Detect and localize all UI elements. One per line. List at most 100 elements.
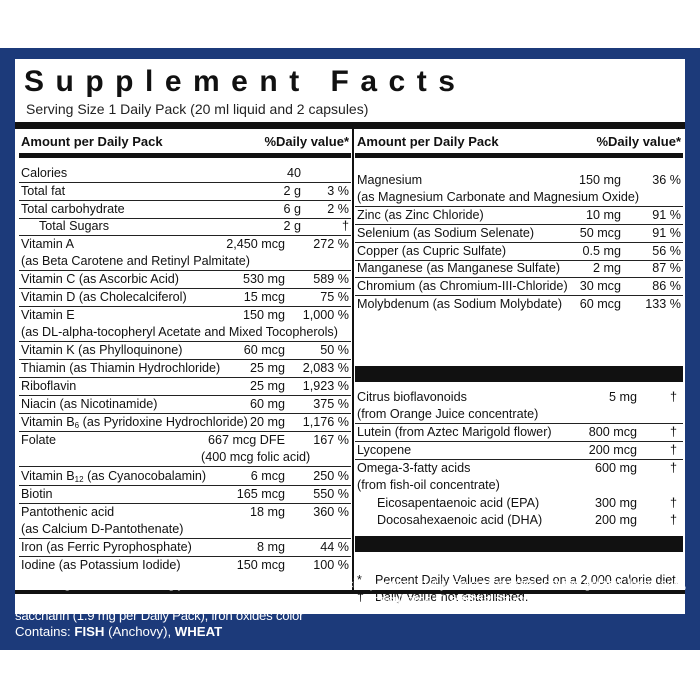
left-header-dv: %Daily value*	[264, 134, 349, 149]
column-divider	[352, 122, 354, 590]
nutrient-amount: 300 mg	[594, 496, 637, 510]
nutrient-row: Vitamin A 2,450 mcg 272 % (as Beta Carot…	[19, 236, 351, 271]
nutrient-name: Vitamin B6 (as Pyridoxine Hydrochloride)	[21, 415, 248, 430]
nutrient-row: Vitamin B6 (as Pyridoxine Hydrochloride)…	[19, 414, 351, 432]
nutrient-dv: 1,923 %	[302, 379, 349, 393]
nutrient-name: Citrus bioflavonoids	[357, 390, 467, 404]
nutrient-amount: 8 mg	[257, 540, 285, 554]
nutrient-dv: 50 %	[320, 343, 349, 357]
nutrient-row: Calories 40	[19, 165, 351, 183]
nutrient-row: Omega-3-fatty acids 600 mg † (from fish-…	[355, 460, 683, 530]
nutrient-dv: 272 %	[313, 237, 349, 251]
nutrient-row: Pantothenic acid 18 mg 360 % (as Calcium…	[19, 504, 351, 539]
nutrient-amount: 30 mcg	[579, 279, 621, 293]
nutrient-name: Iodine (as Potassium Iodide)	[21, 558, 181, 572]
nutrient-name: Iron (as Ferric Pyrophosphate)	[21, 540, 192, 554]
nutrient-row: Selenium (as Sodium Selenate) 50 mcg 91 …	[355, 225, 683, 243]
nutrient-name: Copper (as Cupric Sulfate)	[357, 244, 507, 258]
nutrient-row: Biotin 165 mcg 550 %	[19, 486, 351, 504]
section-bar	[355, 366, 683, 382]
nutrient-name: Magnesium	[357, 173, 423, 187]
nutrient-dv: 360 %	[313, 505, 349, 519]
nutrient-name: Lycopene	[357, 443, 412, 457]
nutrient-name: Total Sugars	[39, 219, 110, 233]
nutrient-amount: 2 g	[283, 184, 301, 198]
nutrient-row: Manganese (as Manganese Sulfate) 2 mg 87…	[355, 260, 683, 278]
right-header-rule	[355, 153, 683, 158]
nutrient-row: Chromium (as Chromium-III-Chloride) 30 m…	[355, 278, 683, 296]
nutrient-amount: 600 mg	[594, 461, 637, 475]
nutrient-dv: 56 %	[652, 244, 681, 258]
nutrient-dv: 44 %	[320, 540, 349, 554]
nutrient-dv: 133 %	[645, 297, 681, 311]
nutrient-amount: 20 mg	[249, 415, 285, 429]
nutrient-name: Niacin (as Nicotinamide)	[21, 397, 158, 411]
nutrient-dv: †	[669, 443, 677, 457]
nutrient-name: Manganese (as Manganese Sulfate)	[357, 261, 561, 275]
nutrient-amount: 2 mg	[593, 261, 621, 275]
nutrient-name: Molybdenum (as Sodium Molybdate)	[357, 297, 563, 311]
nutrient-dv: 589 %	[313, 272, 349, 286]
nutrient-amount: 60 mcg	[243, 343, 285, 357]
nutrient-amount: 60 mcg	[579, 297, 621, 311]
nutrient-row: Vitamin E 150 mg 1,000 % (as DL-alpha-to…	[19, 307, 351, 342]
nutrient-amount: 18 mg	[249, 505, 285, 519]
nutrient-amount: 800 mcg	[588, 425, 637, 439]
nutrient-amount: 6 g	[283, 202, 301, 216]
nutrient-row: Vitamin C (as Ascorbic Acid) 530 mg 589 …	[19, 271, 351, 289]
nutrient-name: Pantothenic acid	[21, 505, 115, 519]
nutrient-amount: 200 mcg	[588, 443, 637, 457]
nutrient-note: (400 mcg folic acid)	[201, 450, 311, 464]
left-header-rule	[19, 153, 351, 158]
nutrient-name: Thiamin (as Thiamin Hydrochloride)	[21, 361, 221, 375]
facts-title: Supplement Facts	[24, 65, 467, 98]
nutrient-note: (from fish-oil concentrate)	[357, 478, 500, 492]
nutrient-note: (as Magnesium Carbonate and Magnesium Ox…	[357, 190, 640, 204]
nutrient-name: Calories	[21, 166, 68, 180]
nutrient-amount: 15 mcg	[243, 290, 285, 304]
nutrient-row: Copper (as Cupric Sulfate) 0.5 mg 56 %	[355, 243, 683, 261]
right-header: Amount per Daily Pack %Daily value*	[355, 132, 683, 152]
nutrient-dv: †	[669, 496, 677, 510]
nutrient-dv: 167 %	[313, 433, 349, 447]
nutrient-dv: 550 %	[313, 487, 349, 501]
nutrient-name: Biotin	[21, 487, 53, 501]
nutrient-amount: 0.5 mg	[582, 244, 621, 258]
nutrient-name: Vitamin K (as Phylloquinone)	[21, 343, 183, 357]
nutrient-dv: 2,083 %	[302, 361, 349, 375]
nutrient-name: Chromium (as Chromium-III-Chloride)	[357, 279, 568, 293]
nutrient-dv: 100 %	[313, 558, 349, 572]
nutrient-dv: †	[669, 461, 677, 475]
nutrient-dv: 75 %	[320, 290, 349, 304]
nutrient-dv: 36 %	[652, 173, 681, 187]
nutrient-amount: 50 mcg	[579, 226, 621, 240]
nutrient-row: Iodine (as Potassium Iodide) 150 mcg 100…	[19, 557, 351, 574]
nutrient-name: Total fat	[21, 184, 66, 198]
nutrient-row: Total Sugars 2 g †	[19, 218, 351, 236]
nutrient-name: Vitamin D (as Cholecalciferol)	[21, 290, 187, 304]
nutrient-amount: 200 mg	[594, 513, 637, 527]
nutrient-amount: 667 mcg DFE	[208, 433, 285, 447]
nutrient-amount: 40	[286, 166, 301, 180]
nutrient-dv: †	[341, 219, 349, 233]
nutrient-row: Magnesium 150 mg 36 % (as Magnesium Carb…	[355, 172, 683, 207]
nutrient-name: Selenium (as Sodium Selenate)	[357, 226, 535, 240]
nutrient-name: Folate	[21, 433, 57, 447]
nutrient-amount: 5 mg	[609, 390, 637, 404]
nutrient-dv: 91 %	[652, 208, 681, 222]
right-header-dv: %Daily value*	[596, 134, 681, 149]
left-header: Amount per Daily Pack %Daily value*	[19, 132, 351, 152]
nutrient-row: Molybdenum (as Sodium Molybdate) 60 mcg …	[355, 296, 683, 313]
nutrient-name: Vitamin B12 (as Cyanocobalamin)	[21, 469, 207, 484]
nutrient-row: Lutein (from Aztec Marigold flower) 800 …	[355, 424, 683, 442]
nutrient-note: (as DL-alpha-tocopheryl Acetate and Mixe…	[21, 325, 338, 339]
other-ingredients: Other ingredients: Water, glycerin, modi…	[15, 576, 687, 623]
nutrient-amount: 25 mg	[249, 361, 285, 375]
serving-size: Serving Size 1 Daily Pack (20 ml liquid …	[26, 101, 369, 117]
nutrient-row: Total fat 2 g 3 %	[19, 183, 351, 201]
nutrient-amount: 150 mg	[578, 173, 621, 187]
nutrient-dv: 375 %	[313, 397, 349, 411]
nutrient-row: Thiamin (as Thiamin Hydrochloride) 25 mg…	[19, 360, 351, 378]
nutrient-name: Eicosapentaenoic acid (EPA)	[377, 496, 540, 510]
nutrient-row: Lycopene 200 mcg †	[355, 442, 683, 460]
